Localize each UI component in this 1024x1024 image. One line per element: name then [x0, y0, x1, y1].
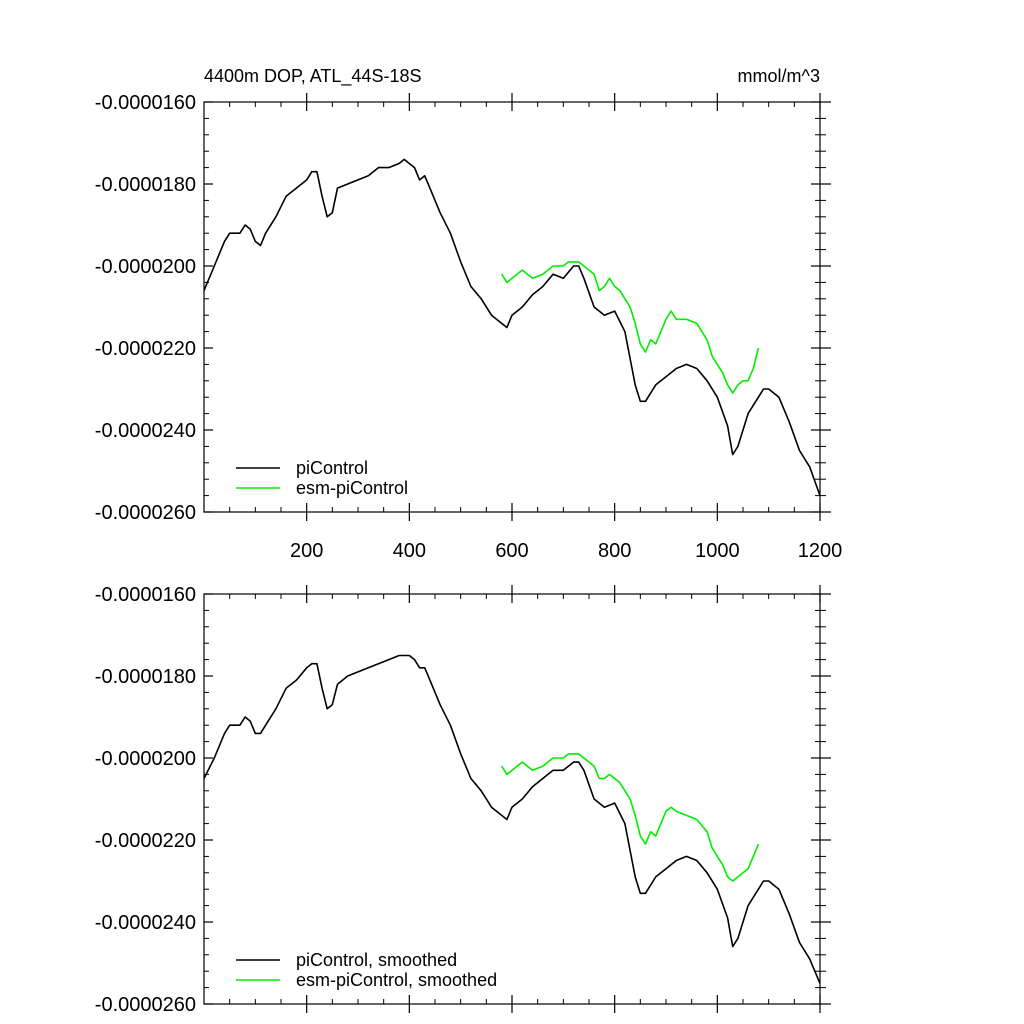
y-tick-label: -0.0000160: [95, 92, 196, 114]
top-panel: 4400m DOP, ATL_44S-18S mmol/m^3 -0.00001…: [95, 66, 842, 562]
x-tick-label: 600: [495, 540, 528, 562]
x-tick-label: 400: [393, 540, 426, 562]
y-tick-label: -0.0000200: [95, 748, 196, 770]
top-panel-units: mmol/m^3: [738, 66, 820, 86]
series-line-esm-picontrol-smoothed: [501, 753, 760, 882]
y-tick-label: -0.0000180: [95, 174, 196, 196]
top-panel-title: 4400m DOP, ATL_44S-18S: [204, 66, 421, 87]
top-panel-axes: -0.0000160 -0.0000180 -0.0000200 -0.0000220…: [95, 92, 842, 562]
legend-label: piControl: [296, 458, 368, 478]
y-tick-label: -0.0000200: [95, 256, 196, 278]
y-tick-label: -0.0000180: [95, 666, 196, 688]
legend-label: piControl, smoothed: [296, 950, 457, 970]
bottom-panel-series: [203, 654, 821, 984]
y-tick-label: -0.0000260: [95, 994, 196, 1016]
y-tick-label: -0.0000240: [95, 420, 196, 442]
y-tick-label: -0.0000220: [95, 338, 196, 360]
x-tick-label: 1200: [798, 540, 843, 562]
x-tick-label: 1000: [695, 540, 740, 562]
top-panel-series: [203, 158, 821, 496]
x-tick-label: 200: [290, 540, 323, 562]
legend-label: esm-piControl, smoothed: [296, 970, 497, 990]
y-tick-label: -0.0000260: [95, 502, 196, 524]
y-tick-label: -0.0000240: [95, 912, 196, 934]
series-line-esm-picontrol: [501, 261, 760, 394]
legend-label: esm-piControl: [296, 478, 408, 498]
y-tick-label: -0.0000220: [95, 830, 196, 852]
y-tick-label: -0.0000160: [95, 584, 196, 606]
bottom-panel: -0.0000160 -0.0000180 -0.0000200 -0.0000220…: [95, 584, 831, 1016]
series-line-picontrol: [203, 158, 821, 496]
series-line-picontrol-smoothed: [203, 654, 821, 984]
x-tick-label: 800: [598, 540, 631, 562]
bottom-panel-axes: -0.0000160 -0.0000180 -0.0000200 -0.0000220…: [95, 584, 831, 1016]
